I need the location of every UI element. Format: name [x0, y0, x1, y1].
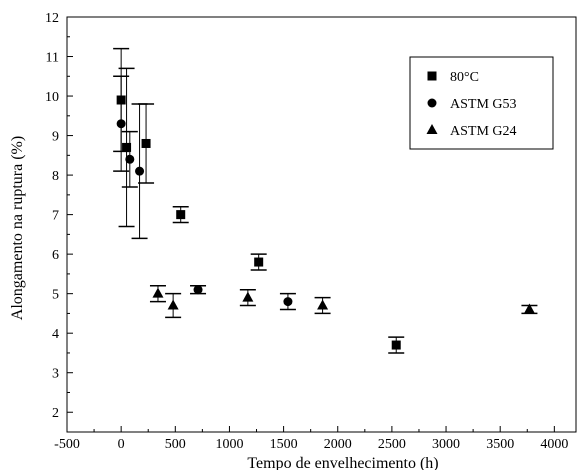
ticks-layer: -500 0 500 1000 1500 2000 2500 3000 3500 4000 2 3 4 5… [45, 11, 568, 452]
data-point-square [116, 95, 126, 105]
data-point-square [391, 340, 401, 350]
legend-label: 80°C [450, 70, 479, 85]
x-tick-label: 1500 [270, 437, 298, 452]
data-point-circle [283, 297, 293, 307]
data-point-square [141, 138, 151, 148]
x-tick-label: 2500 [378, 437, 406, 452]
legend-label: ASTM G53 [450, 97, 517, 112]
y-tick-label: 10 [45, 90, 59, 105]
y-tick-label: 11 [46, 51, 59, 66]
legend: 80°C ASTM G53 ASTM G24 [409, 56, 554, 150]
y-tick-label: 9 [52, 130, 59, 145]
data-point-circle [193, 285, 203, 295]
legend-marker-square [427, 71, 437, 81]
data-point-triangle [152, 287, 164, 298]
plot-layer [66, 16, 577, 433]
x-tick-label: 1000 [215, 437, 243, 452]
data-point-triangle [523, 303, 535, 314]
data-point-square [176, 210, 186, 220]
y-tick-label: 5 [52, 288, 59, 303]
data-point-circle [116, 119, 126, 129]
y-tick-label: 2 [52, 406, 59, 421]
x-tick-label: 500 [165, 437, 186, 452]
x-tick-label: 2000 [324, 437, 352, 452]
legend-marker-triangle [426, 124, 438, 134]
y-tick-label: 4 [52, 327, 59, 342]
data-point-circle [125, 154, 135, 164]
data-point-square [254, 257, 264, 267]
data-point-circle [135, 166, 145, 176]
x-tick-label: 4000 [540, 437, 568, 452]
legend-label: ASTM G24 [450, 124, 517, 139]
x-tick-label: 3000 [432, 437, 460, 452]
y-tick-label: 12 [45, 11, 59, 26]
x-tick-label: 0 [118, 437, 125, 452]
y-tick-label: 7 [52, 209, 59, 224]
data-point-triangle [167, 299, 179, 310]
marker-layer [116, 95, 535, 350]
y-tick-label: 6 [52, 248, 59, 263]
x-tick-label: -500 [54, 437, 80, 452]
data-point-square [122, 142, 132, 152]
data-point-triangle [317, 299, 329, 310]
y-tick-label: 3 [52, 367, 59, 382]
data-point-triangle [242, 291, 254, 302]
plot-frame [66, 16, 577, 433]
y-axis-title: Alongamento na ruptura (%) [9, 136, 26, 320]
x-tick-label: 3500 [486, 437, 514, 452]
legend-marker-circle [427, 98, 437, 108]
x-axis-title: Tempo de envelhecimento (h) [247, 455, 438, 470]
y-tick-label: 8 [52, 169, 59, 184]
